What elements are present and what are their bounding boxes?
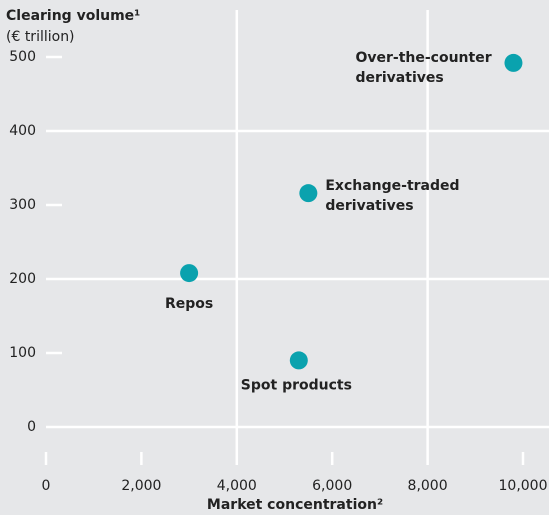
x-tick-label: 0 bbox=[42, 478, 51, 494]
y-tick-label: 500 bbox=[9, 49, 36, 65]
point bbox=[180, 264, 199, 283]
y-tick-label: 200 bbox=[9, 271, 36, 287]
point bbox=[289, 351, 308, 370]
point-label: derivatives bbox=[325, 198, 413, 214]
y-tick-label: 100 bbox=[9, 345, 36, 361]
point bbox=[299, 184, 318, 203]
chart-title: Clearing volume¹ bbox=[6, 8, 140, 24]
x-tick-label: 6,000 bbox=[312, 478, 352, 494]
x-tick-label: 10,000 bbox=[499, 478, 548, 494]
chart-subtitle: (€ trillion) bbox=[6, 29, 75, 45]
point-label: Spot products bbox=[241, 377, 352, 393]
x-tick-label: 2,000 bbox=[121, 478, 161, 494]
y-tick-label: 400 bbox=[9, 123, 36, 139]
point-label: Over-the-counter bbox=[355, 50, 491, 66]
point-label: derivatives bbox=[355, 70, 443, 86]
point bbox=[504, 53, 523, 72]
point-label: Exchange-traded bbox=[325, 178, 459, 194]
y-tick-label: 0 bbox=[27, 419, 36, 435]
x-tick-label: 8,000 bbox=[408, 478, 448, 494]
point-label: Repos bbox=[165, 296, 213, 312]
x-axis-label: Market concentration² bbox=[207, 497, 383, 513]
y-tick-label: 300 bbox=[9, 197, 36, 213]
x-tick-label: 4,000 bbox=[217, 478, 257, 494]
